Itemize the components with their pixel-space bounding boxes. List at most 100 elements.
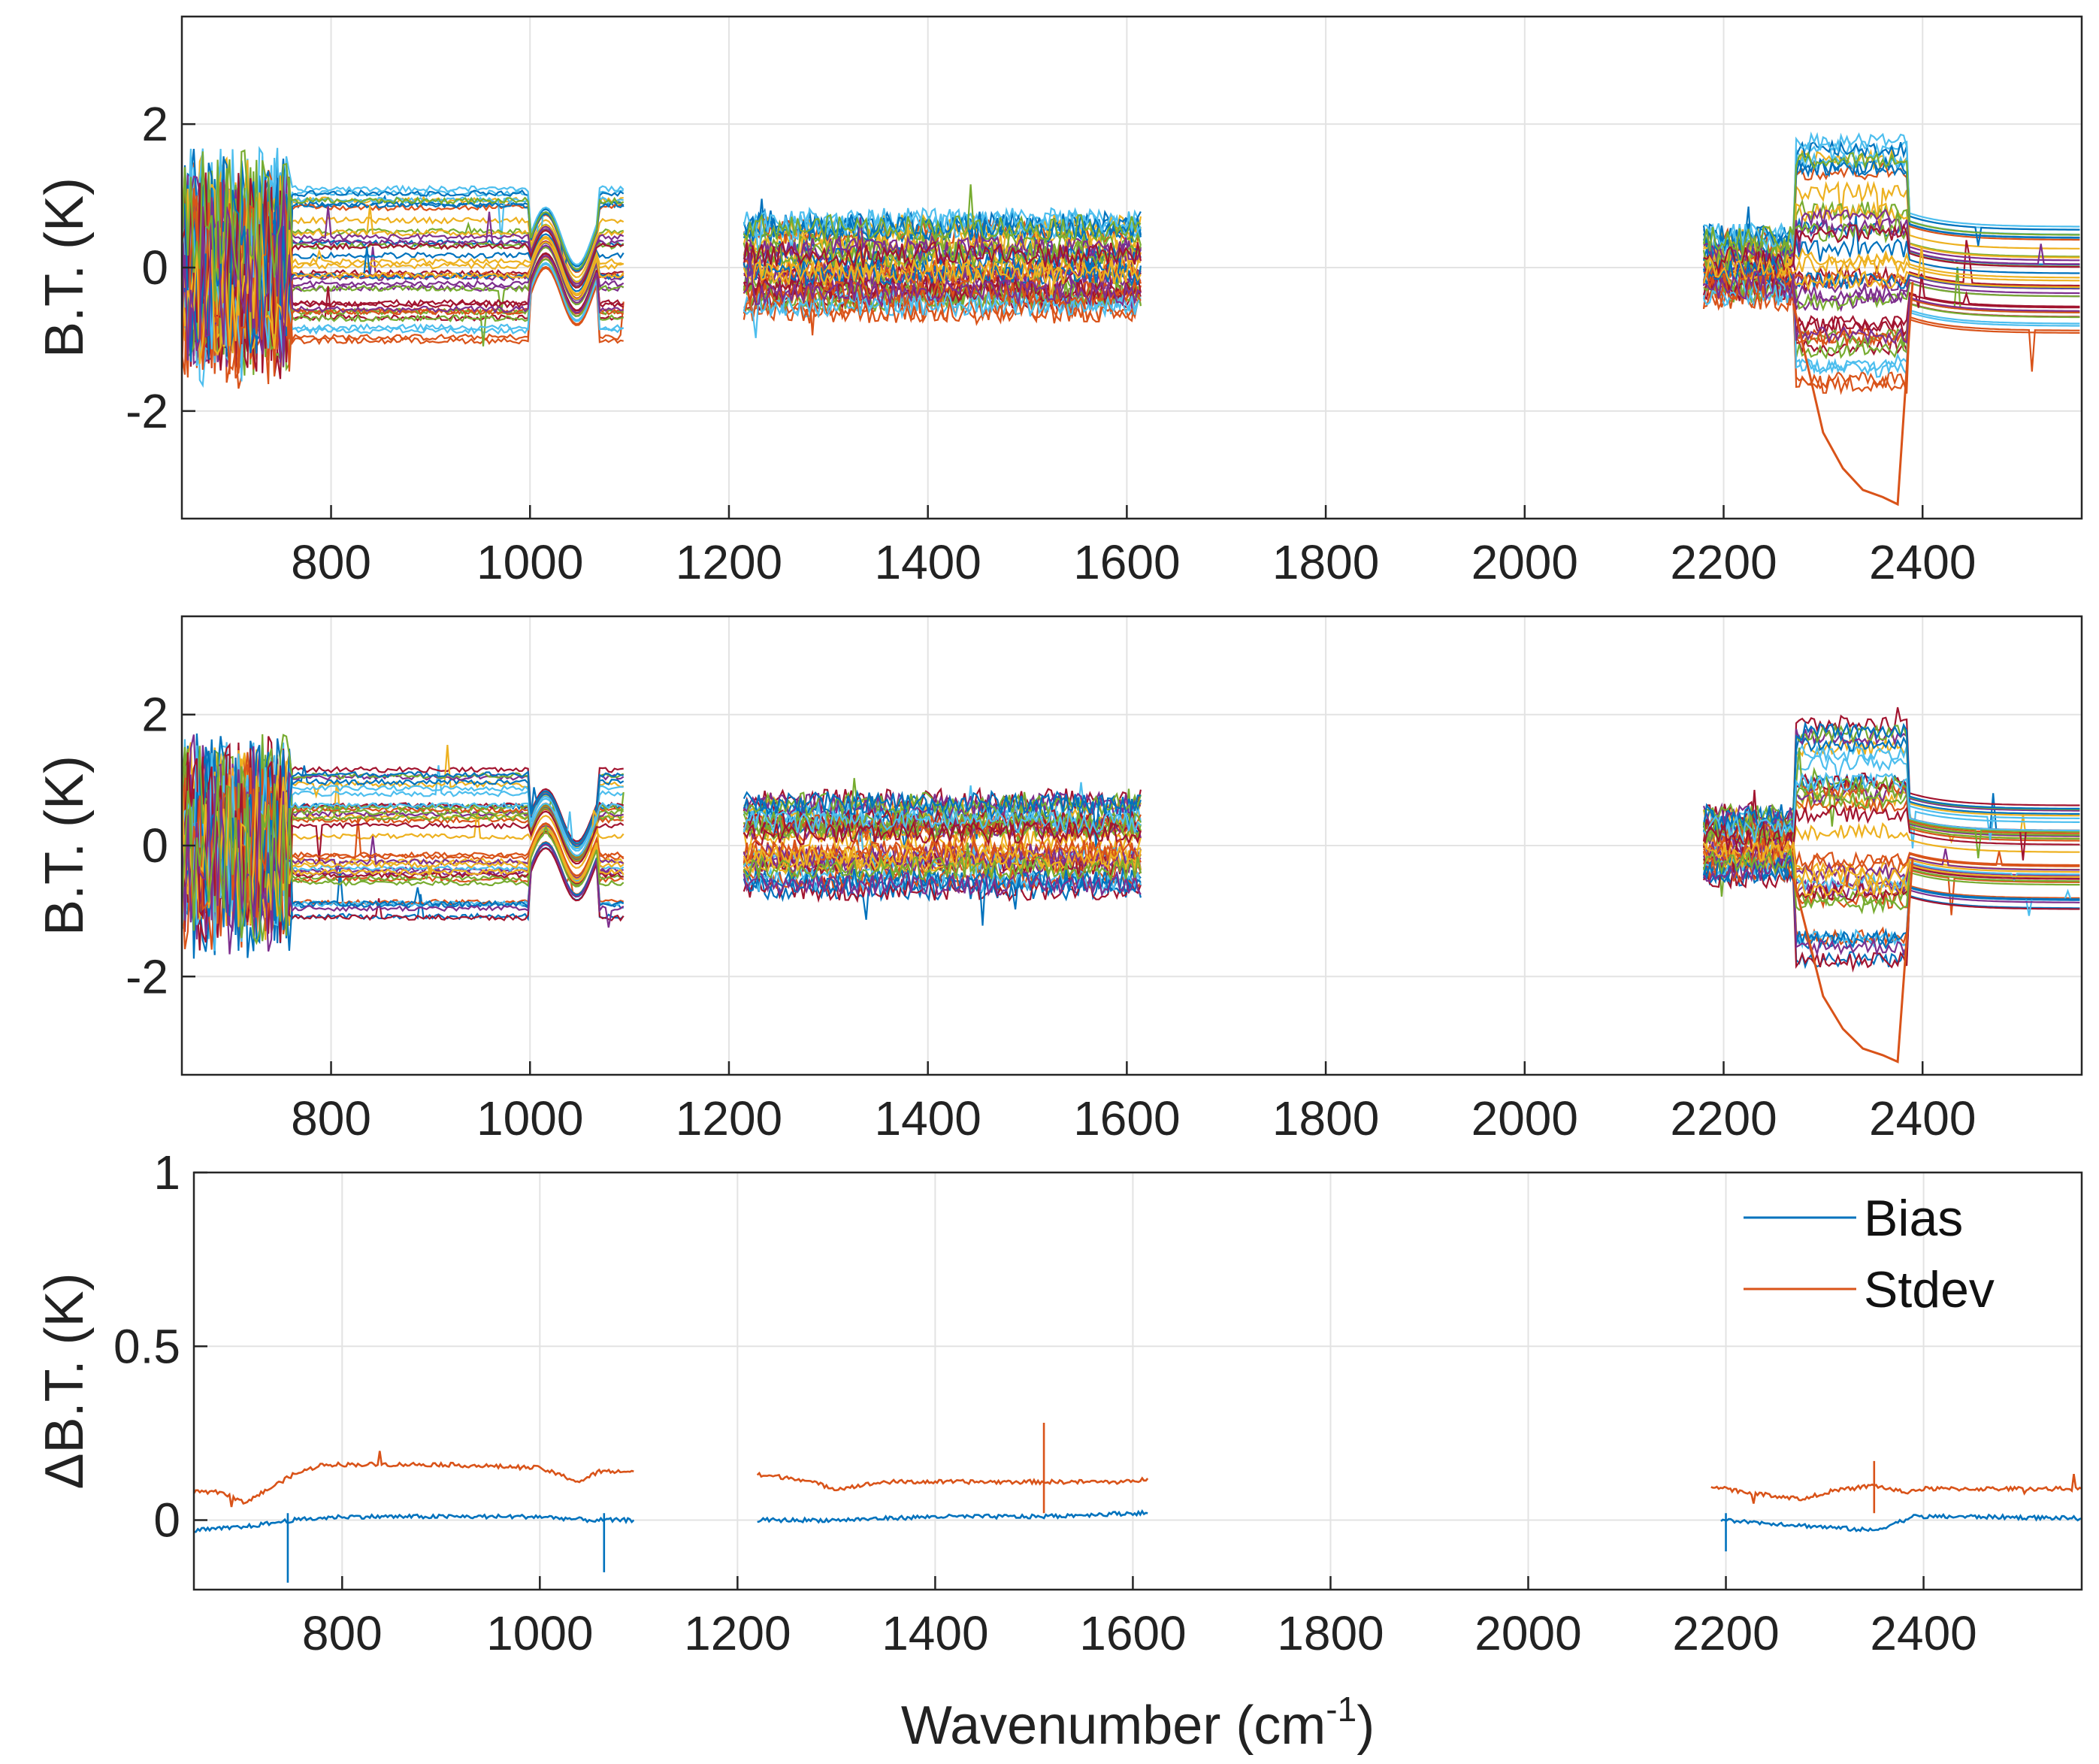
panel-bottom: 800 1000 1200 1400 1600 1800 2000 2200 2400 0 0.5 1… [35,1145,2083,1756]
spectrum-line [182,192,625,374]
x-tick-label: 2200 [1670,1091,1777,1145]
spectrum-line [182,201,625,367]
x-tick-label: 1600 [1073,1091,1180,1145]
spectrum-line [1703,198,2080,270]
spectrum-line [1702,278,2080,391]
axes-frame [192,1171,2083,1591]
y-tick-label: -2 [126,949,168,1003]
spectrum-line [1702,261,2080,312]
x-tick-label: 2000 [1474,1606,1581,1660]
spectrum-line [743,241,1142,271]
x-tick-label: 1800 [1277,1606,1384,1660]
x-tick-label: 1800 [1272,535,1379,589]
spectrum-line [743,866,1142,894]
spectrum-line [182,769,625,924]
spectrum-line [182,192,625,365]
spectrum-line [743,866,1142,893]
series-line-stdev [194,1451,634,1508]
y-tick-label: 0 [141,241,168,295]
spectrum-line [743,215,1142,245]
x-tick-label: 800 [302,1606,383,1660]
spectrum-line [1703,277,2080,375]
legend: Bias Stdev [1744,1190,1995,1318]
x-tick-label: 2000 [1471,1091,1578,1145]
y-tick-label: 0.5 [113,1319,180,1373]
spectrum-line [743,184,1142,244]
y-tick-label: 2 [141,688,168,742]
spectrum-line [1702,747,2080,859]
spectrum-line [743,842,1142,882]
x-tick-label: 1000 [486,1606,593,1660]
x-tick-label: 1800 [1272,1091,1379,1145]
x-tick-label: 1600 [1073,535,1180,589]
spectrum-line [182,776,625,946]
spectrum-line [743,257,1142,287]
x-axis-label-sup: -1 [1326,1690,1356,1729]
x-tick-label: 1400 [874,1091,981,1145]
spectrum-line [1703,771,2080,843]
legend-label-bias: Bias [1864,1190,1963,1247]
y-tick-label: 1 [153,1145,180,1200]
x-axis-label-tail: ) [1356,1696,1375,1756]
spectrum-line [1703,837,2080,870]
x-tick-label: 1400 [882,1606,988,1660]
y-tick-label: -2 [126,384,168,438]
spectrum-line [743,207,1142,269]
x-tick-label: 1200 [676,535,782,589]
spectrum-line [1703,841,2080,897]
x-tick-label: 1600 [1079,1606,1186,1660]
x-tick-label: 1000 [476,535,583,589]
spectrum-line [743,815,1142,845]
panel-middle: 800 1000 1200 1400 1600 1800 2000 2200 2400 -2 0 2B… [35,615,2083,1145]
x-tick-label: 2400 [1869,1091,1976,1145]
x-tick-label: 2200 [1670,535,1777,589]
series-line-stdev [1710,1474,2082,1504]
spectrum-line [743,240,1142,269]
y-tick-label: 0 [141,818,168,873]
y-axis-label: ΔB.T. (K) [35,1272,95,1489]
spectrum-line [1702,139,2080,250]
series-group [194,1423,2082,1583]
spectrum-line [1702,854,2080,949]
y-axis-label: B.T. (K) [35,177,95,358]
x-tick-label: 1200 [676,1091,782,1145]
series-line-bias [757,1509,1148,1524]
spectrum-line [1702,150,2080,256]
spectrum-line [1703,131,2080,252]
spectrum-line [743,808,1142,837]
x-axis-label: Wavenumber (cm-1) [901,1690,1375,1756]
spectrum-line [743,252,1142,308]
spectrum-line [1702,246,2080,292]
spectrum-line [182,773,625,927]
spectrum-line [1703,207,2080,275]
series-line-bias [1720,1512,2082,1533]
spectrum-line [743,842,1142,870]
spectrum-line [1702,156,2080,259]
spectrum-line [1702,861,2080,973]
x-tick-label: 1400 [874,535,981,589]
spectrum-line [1703,858,2080,958]
plot-area [194,1172,2082,1590]
x-tick-label: 1200 [684,1606,791,1660]
x-tick-label: 2400 [1870,1606,1977,1660]
spectrum-line [743,869,1142,897]
panel-top: 800 1000 1200 1400 1600 1800 2000 2200 2400 -2 0 2B… [35,15,2083,589]
x-tick-label: 1000 [476,1091,583,1145]
series-line-stdev [756,1471,1149,1492]
x-tick-label: 2200 [1672,1606,1779,1660]
spectrum-line [1703,837,2080,888]
spectrum-line [1703,269,2080,346]
x-tick-label: 2400 [1869,535,1976,589]
spectrum-line [182,197,624,367]
spectrum-line [743,257,1142,288]
x-axis-label-main: Wavenumber (cm [901,1696,1326,1756]
legend-label-stdev: Stdev [1864,1261,1995,1318]
spectrum-line [743,843,1142,895]
spectrum-line [743,789,1141,848]
spectrum-line [182,789,625,955]
spectrum-line [743,848,1142,875]
spectrum-line [743,819,1142,847]
spectrum-line [1703,282,2080,395]
spectrum-line [182,149,625,301]
